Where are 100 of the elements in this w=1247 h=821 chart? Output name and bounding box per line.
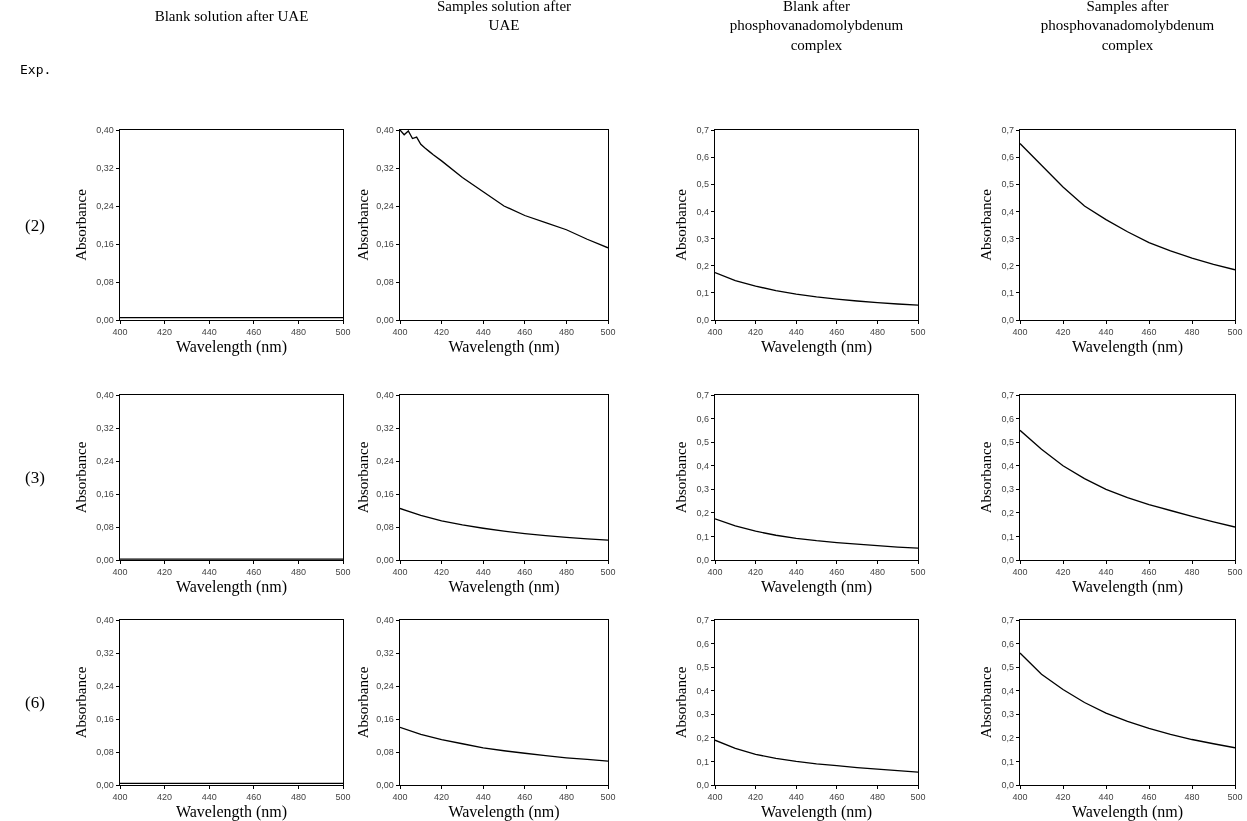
x-tick-label: 440 bbox=[1098, 792, 1114, 803]
chart-title: Samples solution after UAE bbox=[436, 0, 572, 34]
x-tick-label: 500 bbox=[910, 327, 926, 338]
x-tick-label: 460 bbox=[1141, 567, 1157, 578]
x-tick-label: 400 bbox=[392, 327, 408, 338]
x-tick-label: 460 bbox=[246, 567, 262, 578]
y-tick-label: 0,6 bbox=[696, 413, 709, 424]
x-tick-label: 400 bbox=[112, 792, 128, 803]
y-tick-label: 0,2 bbox=[696, 508, 709, 519]
x-tick-label: 400 bbox=[707, 792, 723, 803]
x-tick-label: 500 bbox=[1227, 327, 1243, 338]
y-tick-label: 0,2 bbox=[1001, 508, 1014, 519]
y-axis-title: Absorbance bbox=[672, 188, 689, 261]
y-tick-label: 0,3 bbox=[696, 233, 709, 244]
x-tick-label: 500 bbox=[910, 567, 926, 578]
y-tick-label: 0,08 bbox=[376, 747, 394, 758]
y-tick-label: 0,24 bbox=[376, 456, 394, 467]
y-tick-label: 0,5 bbox=[696, 179, 709, 190]
x-tick-label: 500 bbox=[600, 792, 616, 803]
y-axis-title: Absorbance bbox=[977, 666, 994, 739]
y-tick-label: 0,40 bbox=[376, 615, 394, 626]
y-axis-title: Absorbance bbox=[977, 188, 994, 261]
y-tick-label: 0,6 bbox=[696, 152, 709, 163]
x-tick-label: 460 bbox=[829, 567, 845, 578]
x-axis-title: Wavelength (nm) bbox=[448, 577, 560, 596]
text: Exp. bbox=[20, 62, 52, 77]
x-tick-label: 400 bbox=[1012, 327, 1028, 338]
x-tick-label: 420 bbox=[748, 327, 764, 338]
x-tick-label: 500 bbox=[335, 327, 351, 338]
y-tick-label: 0,16 bbox=[376, 714, 394, 725]
x-tick-label: 400 bbox=[112, 327, 128, 338]
y-tick-label: 0,7 bbox=[696, 615, 709, 626]
x-tick-label: 440 bbox=[788, 792, 804, 803]
y-tick-label: 0,00 bbox=[96, 555, 114, 566]
y-tick-label: 0,1 bbox=[696, 288, 709, 299]
x-tick-label: 440 bbox=[1098, 567, 1114, 578]
x-tick-label: 400 bbox=[392, 792, 408, 803]
x-tick-label: 500 bbox=[600, 327, 616, 338]
x-axis-title: Wavelength (nm) bbox=[175, 337, 288, 356]
y-tick-label: 0,4 bbox=[696, 685, 709, 696]
x-tick-label: 440 bbox=[475, 327, 491, 338]
x-tick-label: 460 bbox=[517, 792, 533, 803]
y-axis-title: Absorbance bbox=[72, 188, 89, 261]
x-tick-label: 480 bbox=[1184, 567, 1200, 578]
y-tick-label: 0,3 bbox=[1001, 484, 1014, 495]
x-tick-label: 460 bbox=[517, 327, 533, 338]
x-tick-label: 400 bbox=[707, 327, 723, 338]
y-tick-label: 0,4 bbox=[1001, 460, 1014, 471]
y-tick-label: 0,00 bbox=[376, 315, 394, 326]
y-tick-label: 0,08 bbox=[376, 277, 394, 288]
y-tick-label: 0,24 bbox=[376, 681, 394, 692]
x-axis-title: Wavelength (nm) bbox=[448, 802, 560, 821]
y-tick-label: 0,7 bbox=[1001, 390, 1014, 401]
x-tick-label: 480 bbox=[290, 792, 306, 803]
x-tick-label: 400 bbox=[707, 567, 723, 578]
y-tick-label: 0,16 bbox=[96, 489, 114, 500]
chart-title: Blank solution after UAE bbox=[154, 8, 309, 25]
x-tick-label: 480 bbox=[290, 567, 306, 578]
x-tick-label: 420 bbox=[434, 792, 450, 803]
y-tick-label: 0,2 bbox=[1001, 260, 1014, 271]
y-tick-label: 0,16 bbox=[96, 239, 114, 250]
x-axis-title: Wavelength (nm) bbox=[760, 337, 873, 356]
x-tick-label: 500 bbox=[335, 567, 351, 578]
y-tick-label: 0,5 bbox=[1001, 662, 1014, 673]
x-tick-label: 400 bbox=[1012, 792, 1028, 803]
x-tick-label: 440 bbox=[201, 327, 217, 338]
y-tick-label: 0,24 bbox=[96, 681, 114, 692]
x-tick-label: 440 bbox=[788, 327, 804, 338]
x-axis-title: Wavelength (nm) bbox=[1071, 802, 1184, 821]
x-tick-label: 460 bbox=[829, 792, 845, 803]
y-tick-label: 0,32 bbox=[376, 648, 394, 659]
y-tick-label: 0,6 bbox=[1001, 152, 1014, 163]
x-tick-label: 480 bbox=[869, 792, 885, 803]
y-tick-label: 0,1 bbox=[696, 531, 709, 542]
y-tick-label: 0,1 bbox=[1001, 288, 1014, 299]
x-tick-label: 400 bbox=[392, 567, 408, 578]
y-tick-label: 0,08 bbox=[96, 747, 114, 758]
x-tick-label: 480 bbox=[869, 567, 885, 578]
x-tick-label: 440 bbox=[201, 567, 217, 578]
y-tick-label: 0,6 bbox=[1001, 413, 1014, 424]
y-axis-title: Absorbance bbox=[672, 666, 689, 739]
y-axis-title: Absorbance bbox=[672, 441, 689, 514]
y-tick-label: 0,2 bbox=[1001, 733, 1014, 744]
y-tick-label: 0,40 bbox=[96, 615, 114, 626]
x-tick-label: 420 bbox=[157, 327, 173, 338]
y-tick-label: 0,1 bbox=[1001, 531, 1014, 542]
y-tick-label: 0,00 bbox=[376, 555, 394, 566]
x-tick-label: 440 bbox=[1098, 327, 1114, 338]
y-tick-label: 0,0 bbox=[696, 555, 709, 566]
x-axis-title: Wavelength (nm) bbox=[175, 802, 288, 821]
x-axis-title: Wavelength (nm) bbox=[760, 802, 873, 821]
chart-title: Blank after phosphovanadomolybdenum complex bbox=[729, 0, 904, 53]
y-tick-label: 0,7 bbox=[696, 390, 709, 401]
y-tick-label: 0,24 bbox=[96, 456, 114, 467]
y-tick-label: 0,6 bbox=[696, 638, 709, 649]
y-axis-title: Absorbance bbox=[72, 441, 89, 514]
y-tick-label: 0,5 bbox=[696, 437, 709, 448]
x-tick-label: 480 bbox=[1184, 792, 1200, 803]
y-tick-label: 0,4 bbox=[696, 460, 709, 471]
x-tick-label: 460 bbox=[1141, 792, 1157, 803]
